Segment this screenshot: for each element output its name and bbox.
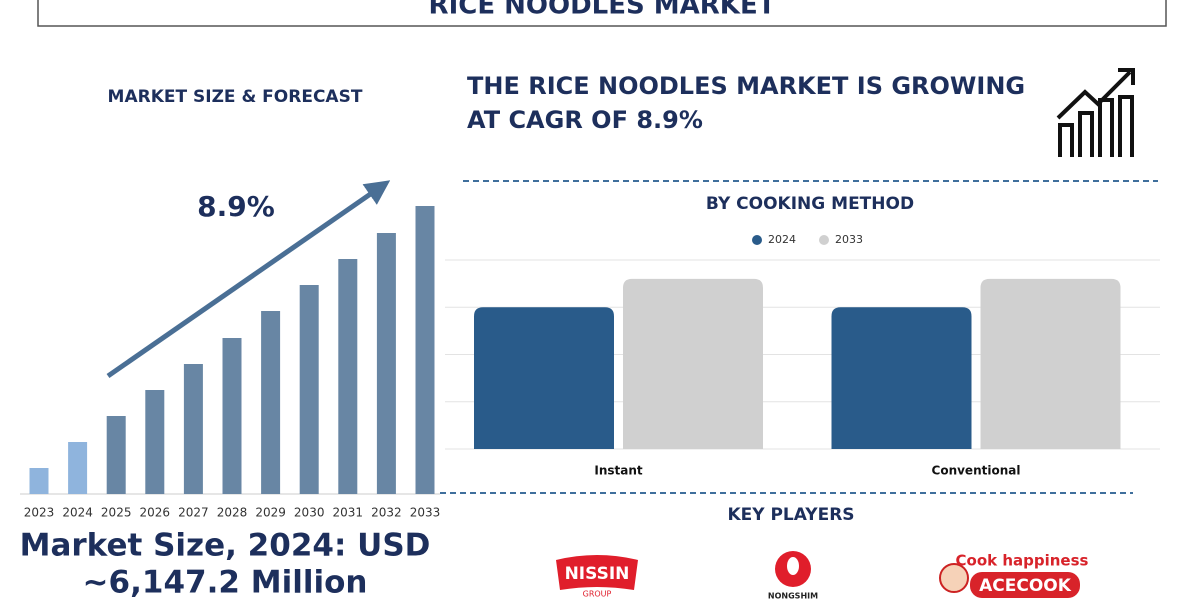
chart-title: MARKET SIZE & FORECAST <box>108 87 363 107</box>
bar <box>474 307 614 449</box>
x-tick-label: Conventional <box>932 464 1021 478</box>
x-tick-label: 2024 <box>62 506 93 520</box>
x-tick-label: 2028 <box>217 506 248 520</box>
title-box <box>37 0 1167 27</box>
logo-text: NISSIN <box>565 564 630 584</box>
chart-title: BY COOKING METHOD <box>706 194 914 214</box>
legend-label: 2024 <box>768 233 796 246</box>
logo-text: ACECOOK <box>979 576 1072 596</box>
acecook-logo: Cook happiness ACECOOK <box>939 552 1089 598</box>
bar <box>183 364 203 494</box>
bar <box>831 307 972 449</box>
bar <box>980 278 1121 449</box>
x-tick-label: 2025 <box>101 506 132 520</box>
logo-text: Cook happiness <box>956 552 1089 570</box>
bar <box>299 285 319 494</box>
bar <box>106 416 126 494</box>
growth-icon <box>1056 68 1135 157</box>
cagr-annotation: 8.9% <box>197 190 275 223</box>
x-tick-label: 2032 <box>371 506 402 520</box>
legend-swatch <box>819 235 829 245</box>
market-size: ~6,147.2 Million <box>83 565 368 600</box>
logo-text: GROUP <box>583 590 612 599</box>
headline: AT CAGR OF 8.9% <box>467 106 703 134</box>
x-tick-label: 2031 <box>333 506 364 520</box>
x-tick-label: 2033 <box>410 506 441 520</box>
bar <box>623 278 763 449</box>
x-tick-label: 2026 <box>140 506 171 520</box>
page-title: RICE NOODLES MARKET <box>429 0 776 21</box>
x-tick-label: 2027 <box>178 506 209 520</box>
bar <box>29 468 49 494</box>
x-tick-label: 2023 <box>24 506 55 520</box>
nongshim-logo: NONGSHIM <box>768 551 818 600</box>
headline: THE RICE NOODLES MARKET IS GROWING <box>467 72 1025 100</box>
x-tick-label: Instant <box>594 464 643 478</box>
bar <box>145 390 165 494</box>
bar <box>338 259 358 494</box>
x-tick-label: 2029 <box>255 506 286 520</box>
bar <box>68 442 88 494</box>
legend-swatch <box>752 235 762 245</box>
logo-text: NONGSHIM <box>768 592 818 600</box>
nissin-logo: NISSIN GROUP <box>556 555 638 599</box>
market-size: Market Size, 2024: USD <box>20 528 431 564</box>
bar <box>222 338 242 494</box>
bar <box>415 206 435 494</box>
growth-arrow <box>106 180 391 379</box>
section-title: KEY PLAYERS <box>727 505 854 525</box>
bar <box>376 233 396 494</box>
legend-label: 2033 <box>835 233 863 246</box>
x-tick-label: 2030 <box>294 506 325 520</box>
bar <box>261 311 281 494</box>
